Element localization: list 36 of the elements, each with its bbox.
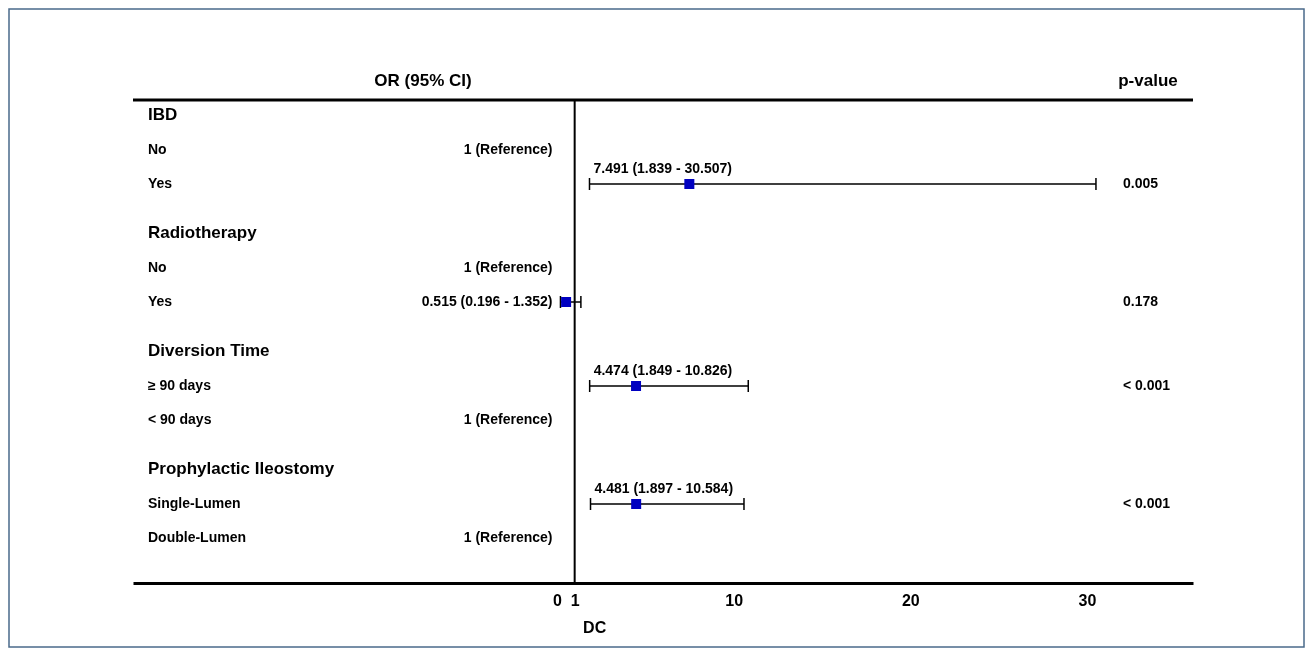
text: 1 (Reference) [463,140,553,157]
text: 1 (Reference) [463,528,553,545]
y-tick-label: No [148,140,167,157]
x-tick-label: 10 [725,592,744,610]
chart-title: OR (95% CI) [374,71,472,90]
y-tick-label: Diversion Time [148,341,270,361]
x-axis-title: DC [583,619,607,636]
x-tick-label: 20 [901,592,920,610]
point [631,499,642,509]
point [684,179,695,189]
text: 1 (Reference) [463,258,553,275]
annotation: 0.005 [1123,174,1159,191]
point [561,297,572,307]
text: 1 (Reference) [463,410,553,427]
point [631,381,642,391]
y-tick-label: IBD [148,105,178,125]
x-tick-label: 1 [570,592,580,610]
y-tick-label: Radiotherapy [148,223,258,243]
annotation: 0.178 [1123,292,1159,309]
data-label: 7.491 (1.839 - 30.507) [593,160,733,176]
y-tick-label: Prophylactic Ileostomy [148,459,335,479]
y-tick-label: ≥ 90 days [148,376,212,393]
data-label: 4.474 (1.849 - 10.826) [593,362,733,378]
y-tick-label: Yes [148,292,173,309]
text: p-value [1118,71,1178,90]
y-tick-label: Single-Lumen [148,494,241,511]
data-label: 4.481 (1.897 - 10.584) [594,480,734,496]
data-label: 0.515 (0.196 - 1.352) [421,292,553,309]
y-tick-label: Double-Lumen [148,528,246,545]
y-tick-label: Yes [148,174,173,191]
annotation: < 0.001 [1123,376,1171,393]
x-tick-label: 0 [553,592,563,610]
annotation: < 0.001 [1123,494,1171,511]
y-tick-label: < 90 days [148,410,212,427]
x-tick-label: 30 [1078,592,1097,610]
y-tick-label: No [148,258,167,275]
